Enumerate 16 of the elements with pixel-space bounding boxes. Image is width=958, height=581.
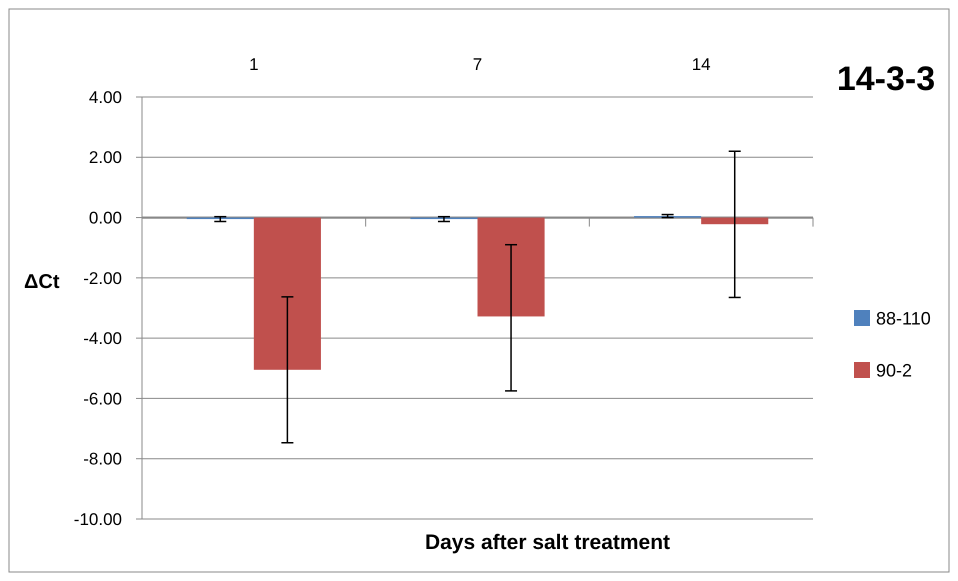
legend-label: 88-110 bbox=[876, 308, 931, 328]
x-tick-label: 14 bbox=[692, 55, 711, 74]
y-axis-title: ΔCt bbox=[24, 271, 60, 293]
y-tick-label: -6.00 bbox=[83, 389, 122, 408]
x-tick-label: 7 bbox=[472, 55, 482, 74]
y-tick-label: 2.00 bbox=[88, 148, 122, 168]
y-tick-label: 0.00 bbox=[88, 208, 122, 228]
y-tick-label: -2.00 bbox=[83, 268, 122, 288]
x-axis-title: Days after salt treatment bbox=[424, 531, 670, 554]
text: 14-3-3 bbox=[836, 60, 936, 98]
legend-label: 90-2 bbox=[876, 360, 912, 380]
y-tick-label: 4.00 bbox=[88, 88, 122, 107]
y-tick-label: -4.00 bbox=[83, 329, 122, 348]
y-tick-label: -8.00 bbox=[83, 450, 122, 469]
y-tick-label: -10.00 bbox=[74, 510, 122, 529]
x-tick-label: 1 bbox=[249, 55, 259, 74]
